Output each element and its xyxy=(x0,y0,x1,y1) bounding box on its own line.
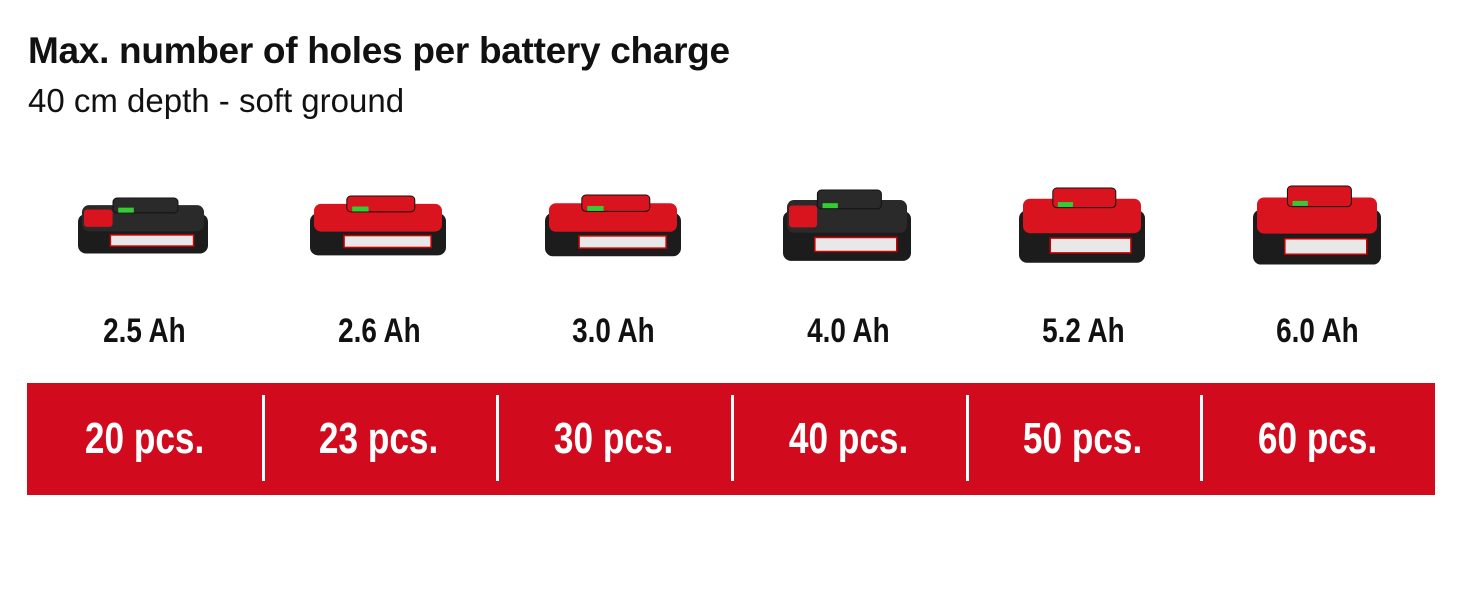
holes-cell: 30 pcs. xyxy=(496,383,731,495)
holes-count: 30 pcs. xyxy=(553,414,674,463)
holes-count: 23 pcs. xyxy=(319,414,439,463)
battery-image xyxy=(1015,170,1151,290)
battery-image xyxy=(779,170,917,290)
battery-list: 2.5 Ah 2.6 Ah 3.0 Ah 4.0 Ah 5.2 Ah xyxy=(27,170,1435,351)
holes-count: 40 pcs. xyxy=(788,414,908,463)
battery-capacity: 5.2 Ah xyxy=(1041,312,1125,350)
holes-count: 60 pcs. xyxy=(1257,414,1378,463)
holes-count: 50 pcs. xyxy=(1023,414,1143,463)
battery-capacity: 2.6 Ah xyxy=(337,312,421,350)
battery-item: 4.0 Ah xyxy=(731,170,966,351)
battery-image xyxy=(1249,170,1387,290)
page-title: Max. number of holes per battery charge xyxy=(28,30,730,71)
page-subtitle: 40 cm depth - soft ground xyxy=(28,82,405,119)
holes-count: 20 pcs. xyxy=(84,414,205,463)
holes-cell: 40 pcs. xyxy=(730,383,966,495)
battery-item: 3.0 Ah xyxy=(496,170,731,351)
battery-capacity: 6.0 Ah xyxy=(1276,312,1359,350)
holes-bar: 20 pcs. 23 pcs. 30 pcs. 40 pcs. 50 pcs. 60 pc… xyxy=(27,383,1435,495)
holes-cell: 20 pcs. xyxy=(27,383,262,495)
battery-item: 2.5 Ah xyxy=(27,170,262,351)
holes-cell: 50 pcs. xyxy=(965,383,1201,495)
battery-image xyxy=(541,170,687,290)
battery-capacity: 4.0 Ah xyxy=(806,312,890,350)
battery-item: 5.2 Ah xyxy=(966,170,1201,351)
holes-cell: 60 pcs. xyxy=(1200,383,1435,495)
battery-image xyxy=(74,170,214,290)
battery-item: 6.0 Ah xyxy=(1200,170,1435,351)
battery-capacity: 2.5 Ah xyxy=(103,312,186,350)
battery-capacity: 3.0 Ah xyxy=(572,312,655,350)
battery-item: 2.6 Ah xyxy=(262,170,497,351)
holes-cell: 23 pcs. xyxy=(261,383,497,495)
battery-image xyxy=(306,170,452,290)
